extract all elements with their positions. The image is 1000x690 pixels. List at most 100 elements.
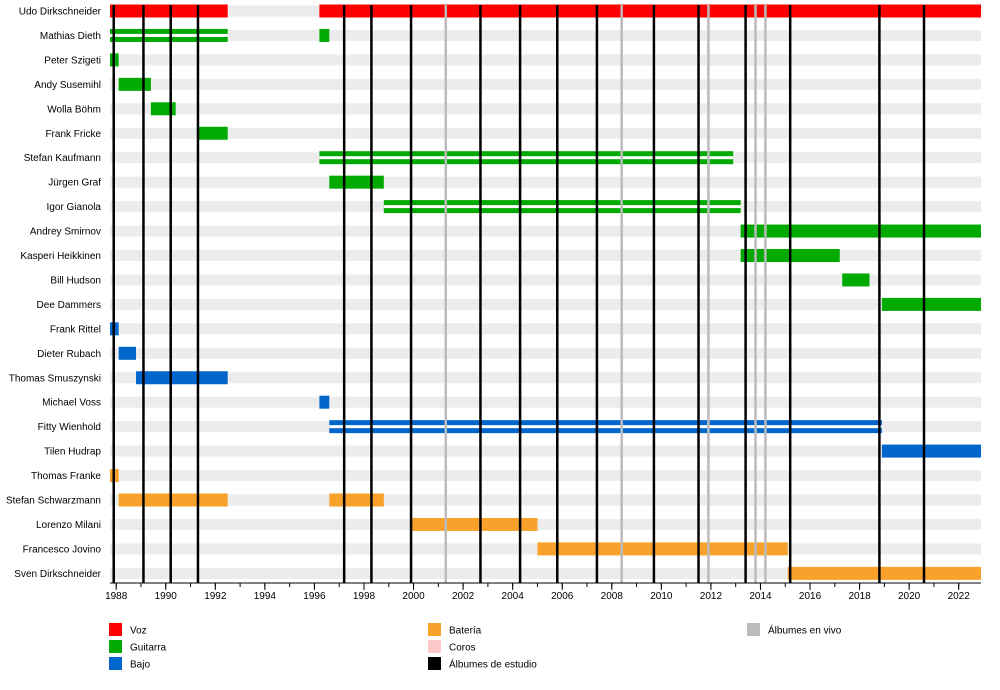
member-bars	[110, 4, 981, 580]
x-tick-label-1994: 1994	[254, 591, 277, 602]
x-tick-label-2002: 2002	[452, 591, 475, 602]
row-stripe-thomas-franke	[110, 470, 981, 482]
label-bill-hudson: Bill Hudson	[50, 275, 101, 286]
row-stripe-frank-fricke	[110, 127, 981, 139]
row-stripe-stefan-schwarzmann	[110, 494, 981, 506]
label-frank-fricke: Frank Fricke	[45, 129, 101, 140]
legend-label-guitarra: Guitarra	[130, 643, 167, 654]
x-tick-label-1992: 1992	[204, 591, 227, 602]
bar-mathias-dieth-1-inner	[110, 33, 228, 37]
legend-swatch-bateria	[428, 623, 441, 636]
label-sven-dirkschneider: Sven Dirkschneider	[14, 569, 101, 580]
bar-fitty-wienhold-1-inner	[329, 425, 882, 429]
label-tilen-hudrap: Tilen Hudrap	[44, 447, 101, 458]
row-stripe-lorenzo-milani	[110, 518, 981, 530]
member-labels: Udo Dirkschneider Mathias Dieth Peter Szig…	[6, 7, 102, 580]
x-tick-label-1998: 1998	[353, 591, 376, 602]
row-stripe-thomas-smuszynski	[110, 372, 981, 384]
row-stripe-bill-hudson	[110, 274, 981, 286]
row-stripe-peter-szigeti	[110, 54, 981, 66]
bar-michael-voss-1	[319, 395, 330, 409]
x-tick-label-1996: 1996	[303, 591, 326, 602]
x-tick-label-1990: 1990	[155, 591, 178, 602]
label-mathias-dieth: Mathias Dieth	[40, 31, 101, 42]
row-stripe-mathias-dieth	[110, 29, 981, 41]
x-tick-label-2022: 2022	[948, 591, 971, 602]
label-michael-voss: Michael Voss	[42, 398, 101, 409]
x-tick-label-2004: 2004	[502, 591, 525, 602]
x-tick-label-1988: 1988	[105, 591, 128, 602]
label-francesco-jovino: Francesco Jovino	[23, 544, 102, 555]
bar-frank-fricke-1	[197, 126, 228, 140]
x-axis: 1988 1990 1992 1994 1996 1998 2000 2002 2004 2006…	[105, 582, 981, 602]
label-andy-susemihl: Andy Susemihl	[34, 80, 101, 91]
x-tick-label-2014: 2014	[749, 591, 772, 602]
row-stripe-sven-dirkschneider	[110, 567, 981, 579]
row-stripe-tilen-hudrap	[110, 445, 981, 457]
album-lines	[112, 5, 926, 583]
bar-udo-dirkschneider-1	[110, 4, 228, 18]
legend: Voz Guitarra Bajo Batería Coros Álbumes de es…	[109, 623, 842, 671]
legend-label-vivo: Álbumes en vivo	[768, 624, 842, 637]
label-wolla-bohm: Wolla Böhm	[47, 104, 101, 115]
label-udo-dirkschneider: Udo Dirkschneider	[19, 7, 102, 18]
label-dieter-rubach: Dieter Rubach	[37, 349, 101, 360]
label-jurgen-graf: Jürgen Graf	[48, 178, 101, 189]
bar-stefan-schwarzmann-1	[118, 493, 228, 507]
legend-label-bajo: Bajo	[130, 660, 150, 671]
legend-swatch-bajo	[109, 657, 122, 670]
label-peter-szigeti: Peter Szigeti	[44, 55, 101, 66]
label-lorenzo-milani: Lorenzo Milani	[36, 520, 101, 531]
legend-swatch-guitarra	[109, 640, 122, 653]
bar-jurgen-graf-1	[329, 175, 384, 189]
x-tick-label-2000: 2000	[402, 591, 425, 602]
x-tick-label-2012: 2012	[700, 591, 723, 602]
legend-swatch-coros	[428, 640, 441, 653]
bar-thomas-smuszynski-1	[136, 371, 228, 385]
bar-mathias-dieth-2	[319, 28, 330, 42]
row-stripe-wolla-bohm	[110, 103, 981, 115]
legend-label-voz: Voz	[130, 626, 147, 637]
label-igor-gianola: Igor Gianola	[47, 202, 102, 213]
bar-dieter-rubach-1	[118, 346, 137, 360]
bar-stefan-kaufmann-1-inner	[319, 156, 734, 160]
label-fitty-wienhold: Fitty Wienhold	[38, 422, 101, 433]
x-tick-label-2008: 2008	[601, 591, 624, 602]
row-stripe-frank-rittel	[110, 323, 981, 335]
row-stripe-kasperi-heikkinen	[110, 250, 981, 261]
row-stripe-andrey-smirnov	[110, 225, 981, 237]
bar-francesco-jovino-1	[537, 542, 788, 556]
x-tick-label-2016: 2016	[799, 591, 822, 602]
bar-andy-susemihl-1	[118, 77, 151, 91]
bar-udo-dirkschneider-2	[319, 4, 981, 18]
bar-sven-dirkschneider-1	[787, 566, 981, 580]
legend-swatch-vivo	[747, 623, 760, 636]
legend-label-bateria: Batería	[449, 626, 482, 637]
bar-lorenzo-milani-1	[411, 517, 538, 531]
label-thomas-franke: Thomas Franke	[31, 471, 101, 482]
label-kasperi-heikkinen: Kasperi Heikkinen	[20, 251, 101, 262]
legend-label-estudio: Álbumes de estudio	[449, 658, 537, 671]
row-stripe-jurgen-graf	[110, 176, 981, 188]
label-stefan-schwarzmann: Stefan Schwarzmann	[6, 496, 101, 507]
bar-igor-gianola-1-inner	[383, 205, 741, 209]
x-tick-label-2010: 2010	[650, 591, 673, 602]
label-andrey-smirnov: Andrey Smirnov	[30, 227, 101, 238]
legend-label-coros: Coros	[449, 643, 476, 654]
row-stripe-michael-voss	[110, 396, 981, 408]
legend-swatch-estudio	[428, 657, 441, 670]
bar-tilen-hudrap-1	[881, 444, 981, 458]
label-stefan-kaufmann: Stefan Kaufmann	[24, 153, 101, 164]
bar-dee-dammers-1	[881, 297, 981, 311]
row-stripe-dee-dammers	[110, 298, 981, 310]
bar-stefan-schwarzmann-2	[329, 493, 384, 507]
bar-bill-hudson-1	[842, 273, 870, 287]
label-dee-dammers: Dee Dammers	[37, 300, 101, 311]
x-tick-label-2006: 2006	[551, 591, 574, 602]
row-stripe-dieter-rubach	[110, 347, 981, 359]
label-thomas-smuszynski: Thomas Smuszynski	[9, 373, 101, 384]
row-stripe-andy-susemihl	[110, 78, 981, 90]
x-tick-label-2018: 2018	[848, 591, 871, 602]
bar-andrey-smirnov-1	[740, 224, 981, 238]
